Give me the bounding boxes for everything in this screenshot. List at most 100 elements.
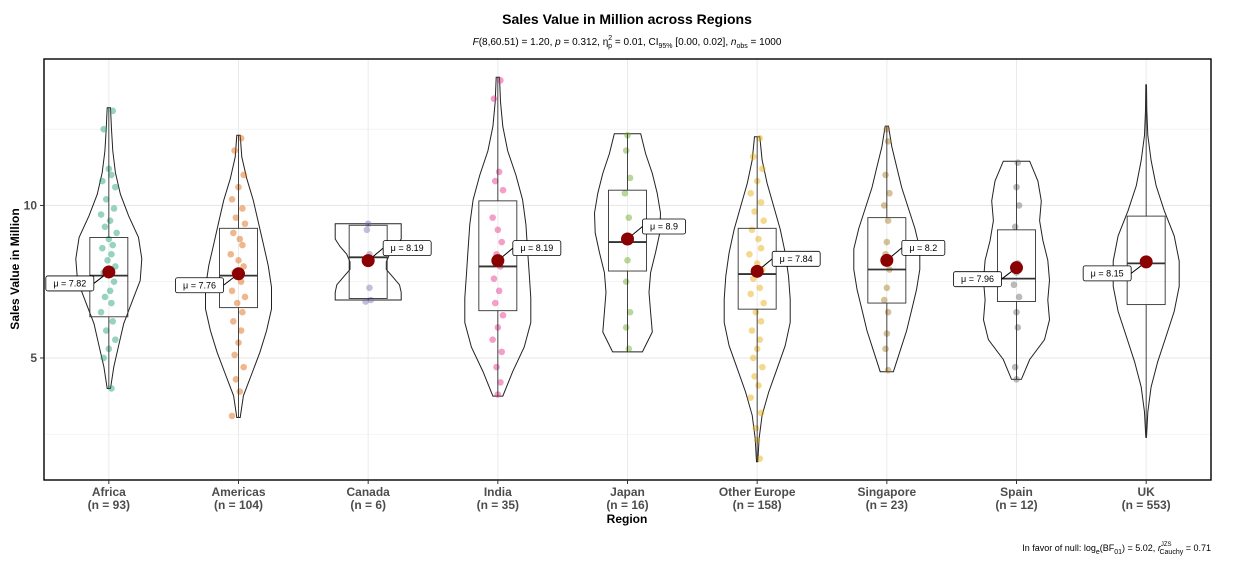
data-point — [236, 388, 244, 395]
data-point — [756, 336, 764, 343]
data-point — [759, 165, 766, 173]
x-tick-count: (n = 23) — [866, 498, 908, 512]
data-point — [1013, 376, 1020, 383]
data-point — [102, 196, 110, 203]
violin-india — [464, 76, 532, 397]
data-point — [99, 177, 106, 185]
subtitle-p-value: = 0.312, — [561, 37, 603, 48]
data-point — [110, 278, 118, 286]
subtitle-n-sub: obs — [736, 43, 748, 50]
data-point — [759, 363, 766, 371]
data-point — [624, 257, 631, 264]
data-point — [240, 263, 247, 270]
mean-point — [621, 232, 634, 246]
data-point — [490, 95, 498, 102]
data-point — [751, 208, 758, 215]
data-point — [498, 238, 506, 246]
data-point — [749, 354, 757, 362]
data-point — [232, 376, 240, 383]
data-point — [228, 196, 236, 203]
data-point — [884, 308, 892, 316]
box-body — [348, 224, 388, 299]
mean-point — [102, 265, 116, 279]
data-point — [112, 183, 119, 191]
data-point — [489, 214, 496, 221]
data-point — [97, 211, 105, 218]
subtitle-eta-sub: p — [608, 43, 612, 50]
data-point — [100, 125, 107, 133]
data-point — [101, 223, 109, 231]
x-tick-label: UK — [1137, 485, 1155, 499]
mean-label: μ = 8.19 — [391, 243, 424, 253]
caption-r-sub: Cauchy — [1159, 549, 1183, 556]
data-point — [227, 250, 235, 258]
mean-label-box — [771, 250, 821, 267]
mean-label-box — [175, 277, 224, 294]
data-point — [886, 189, 893, 197]
data-point — [757, 244, 765, 252]
mean-label: μ = 8.9 — [650, 221, 678, 231]
violin-americas — [205, 134, 272, 419]
mean-point — [880, 253, 894, 267]
data-point — [102, 327, 110, 334]
data-point — [1015, 202, 1023, 209]
mean-point — [491, 254, 505, 268]
data-point — [239, 241, 246, 249]
data-point — [883, 238, 891, 246]
mean-label: μ = 8.15 — [1091, 268, 1124, 278]
x-tick-count: (n = 104) — [214, 498, 263, 512]
mean-label-box — [45, 275, 95, 292]
caption-log-sub: e — [1096, 549, 1100, 556]
data-point — [882, 171, 889, 179]
x-tick-count: (n = 12) — [995, 498, 1037, 512]
data-point — [240, 363, 247, 371]
data-point — [499, 311, 507, 319]
data-point — [237, 327, 245, 334]
data-point — [110, 205, 118, 212]
mean-label-box — [901, 239, 946, 256]
mean-label: μ = 7.76 — [183, 280, 216, 290]
x-tick-label: India — [484, 485, 512, 499]
data-point — [883, 284, 891, 292]
data-point — [1014, 324, 1022, 331]
mean-label-box — [1082, 265, 1132, 282]
data-point — [235, 257, 242, 264]
data-point — [97, 308, 105, 316]
x-tick-label: Americas — [211, 485, 265, 499]
data-point — [622, 147, 630, 154]
chart-title: Sales Value in Million across Regions — [502, 11, 752, 27]
data-point — [239, 205, 246, 212]
data-point — [756, 135, 764, 142]
x-tick-label: Africa — [92, 485, 126, 499]
data-point — [755, 382, 762, 389]
data-point — [625, 214, 633, 221]
data-point — [752, 424, 760, 432]
data-point — [231, 351, 238, 359]
data-point — [112, 336, 119, 343]
data-point — [621, 189, 629, 197]
mean-label: μ = 7.84 — [780, 254, 813, 264]
data-point — [1010, 281, 1018, 289]
data-point — [233, 299, 241, 307]
data-point — [106, 287, 114, 295]
box-body — [1126, 215, 1166, 306]
data-point — [748, 327, 756, 334]
x-axis: Africa(n = 93)Americas(n = 104)Canada(n … — [88, 480, 1171, 512]
data-point — [626, 174, 634, 182]
data-point — [108, 171, 115, 179]
mean-point — [232, 267, 245, 281]
mean-point — [1010, 261, 1023, 275]
mean-label-box — [953, 271, 1002, 288]
data-point — [490, 275, 498, 282]
box-body — [997, 229, 1036, 302]
data-point — [106, 217, 114, 224]
box-body — [737, 227, 777, 310]
x-tick-label: Japan — [610, 485, 645, 499]
data-point — [622, 324, 630, 331]
mean-point — [750, 264, 764, 278]
data-point — [884, 217, 892, 224]
data-point — [752, 308, 760, 316]
data-point — [109, 107, 117, 115]
data-point — [108, 385, 115, 392]
